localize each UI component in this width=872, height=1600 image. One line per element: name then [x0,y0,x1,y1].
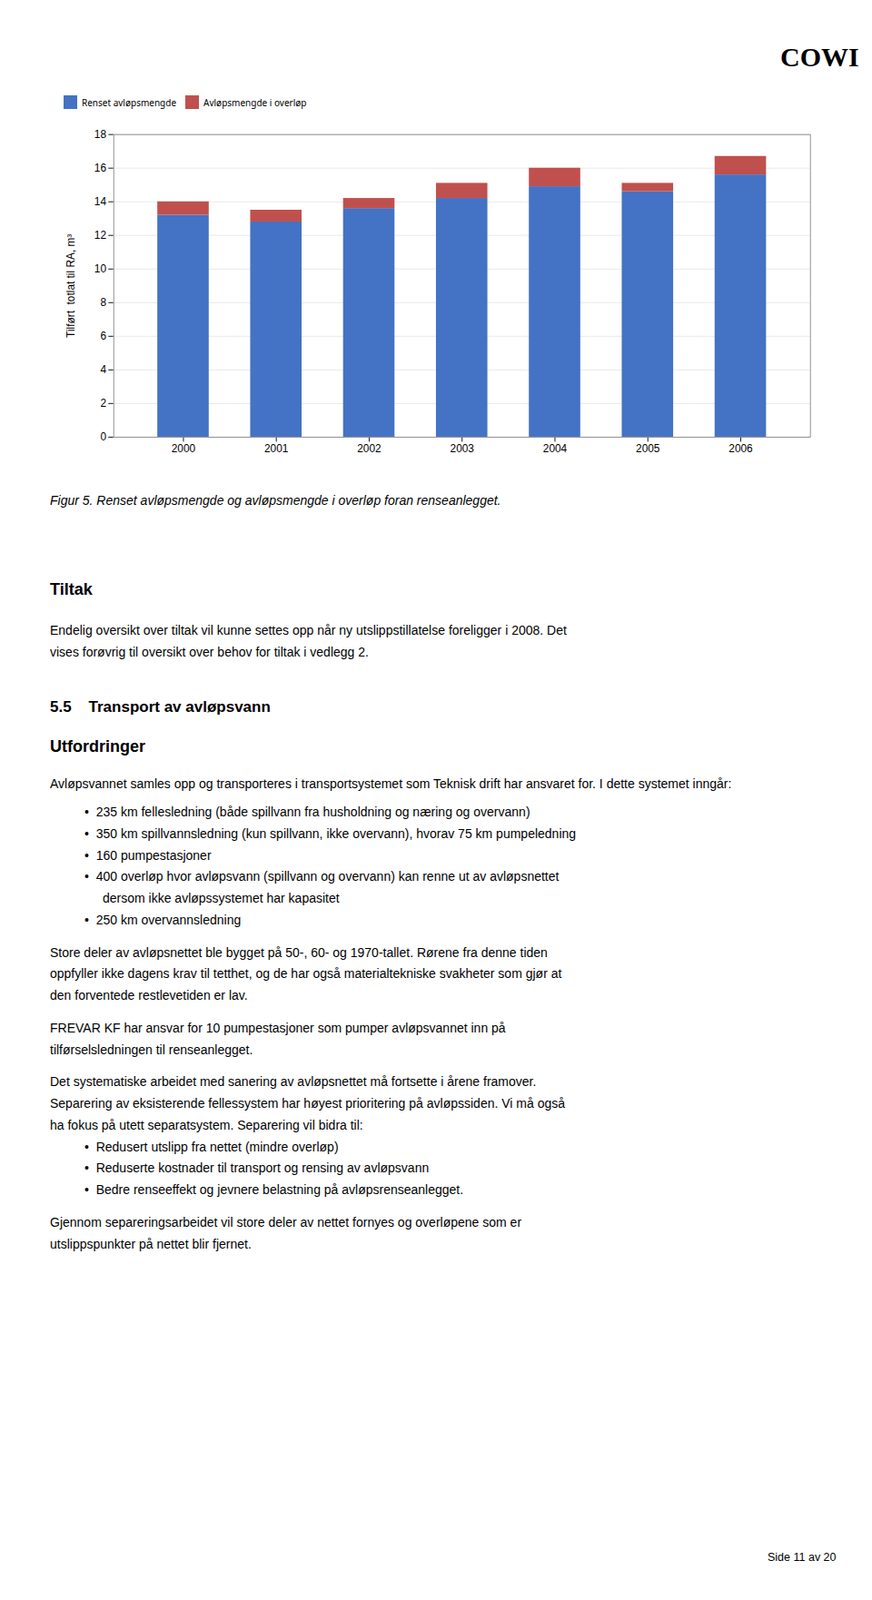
svg-text:2000: 2000 [171,442,197,456]
html-text:tilførselsledningen til rensea: tilførselsledningen til renseanlegget. [49,1042,253,1057]
html-text:• 160 pumpestasjoner: • 160 pumpestasjoner [84,848,212,863]
svg-text:Tilført totlat til RA, m³: Tilført totlat til RA, m³ [64,234,78,338]
html-text:Gjennom separeringsarbeidet vi: Gjennom separeringsarbeidet vil store de… [49,1215,522,1230]
html-text:utslippspunkter på nettet blir: utslippspunkter på nettet blir fjernet. [49,1236,252,1252]
svg-text:2001: 2001 [264,442,289,456]
html-text:dersom ikke avløpssystemet har: dersom ikke avløpssystemet har kapasitet [102,891,340,906]
svg-text:2006: 2006 [728,442,754,456]
html-text:• Redusert utslipp fra nettet: • Redusert utslipp fra nettet (mindre ov… [84,1139,339,1155]
svg-text:18: 18 [94,128,108,141]
html-text:Utfordringer: Utfordringer [49,737,146,757]
html-text:Figur 5. Renset avløpsmengde o: Figur 5. Renset avløpsmengde og avløpsme… [49,493,501,509]
html-text:• Bedre renseeffekt og jevnere: • Bedre renseeffekt og jevnere belastnin… [84,1182,464,1198]
svg-text:2: 2 [99,396,107,410]
html-text:COWI: COWI [780,41,860,72]
html-text:den forventede restlevetiden e: den forventede restlevetiden er lav. [49,988,248,1003]
svg-text:2003: 2003 [450,442,476,456]
html-text:• 400 overløp hvor avløpsvann: • 400 overløp hvor avløpsvann (spillvann… [84,869,559,885]
svg-text:14: 14 [94,195,108,209]
html-text:• 235 km fellesledning (både s: • 235 km fellesledning (både spillvann f… [84,804,531,820]
svg-text:16: 16 [94,161,108,175]
html-text:5.5 Transport av avløpsvann: 5.5 Transport av avløpsvann [49,698,271,717]
html-text:Side 11 av 20: Side 11 av 20 [767,1551,837,1565]
html-text:ha fokus på utett separatsyste: ha fokus på utett separatsystem. Separer… [49,1118,364,1133]
html-text:oppfyller ikke dagens krav til: oppfyller ikke dagens krav til tetthet, … [49,966,562,982]
html-text:FREVAR KF har ansvar for 10 pu: FREVAR KF har ansvar for 10 pumpestasjon… [49,1020,506,1036]
svg-text:2005: 2005 [635,442,661,456]
html-text:Tiltak: Tiltak [49,580,93,599]
svg-text:10: 10 [94,262,108,276]
html-text:vises forøvrig til oversikt ov: vises forøvrig til oversikt over behov f… [49,644,369,660]
svg-text:2004: 2004 [543,442,568,456]
html-text:Separering av eksisterende fel: Separering av eksisterende fellessystem … [49,1096,565,1111]
svg-text:0: 0 [99,430,107,444]
html-text:Renset avløpsmengde: Renset avløpsmengde [81,95,177,109]
html-text:Det systematiske arbeidet med: Det systematiske arbeidet med sanering a… [49,1074,537,1090]
html-text:Avløpsmengde i overløp: Avløpsmengde i overløp [203,95,307,109]
html-text:Endelig oversikt over tiltak v: Endelig oversikt over tiltak vil kunne s… [49,623,567,638]
svg-text:12: 12 [94,228,107,242]
html-text:• 350 km spillvannsledning (ku: • 350 km spillvannsledning (kun spillvan… [84,826,576,841]
svg-text:8: 8 [99,296,107,309]
svg-text:4: 4 [99,363,107,377]
svg-text:6: 6 [99,329,107,343]
html-text:• 250 km overvannsledning: • 250 km overvannsledning [84,912,241,928]
html-text:Avløpsvannet samles opp og tra: Avløpsvannet samles opp og transporteres… [49,776,732,792]
html-text:• Reduserte kostnader til tran: • Reduserte kostnader til transport og r… [84,1161,429,1176]
svg-text:2002: 2002 [356,442,381,456]
html-text:Store deler av avløpsnettet bl: Store deler av avløpsnettet ble bygget p… [49,945,548,960]
